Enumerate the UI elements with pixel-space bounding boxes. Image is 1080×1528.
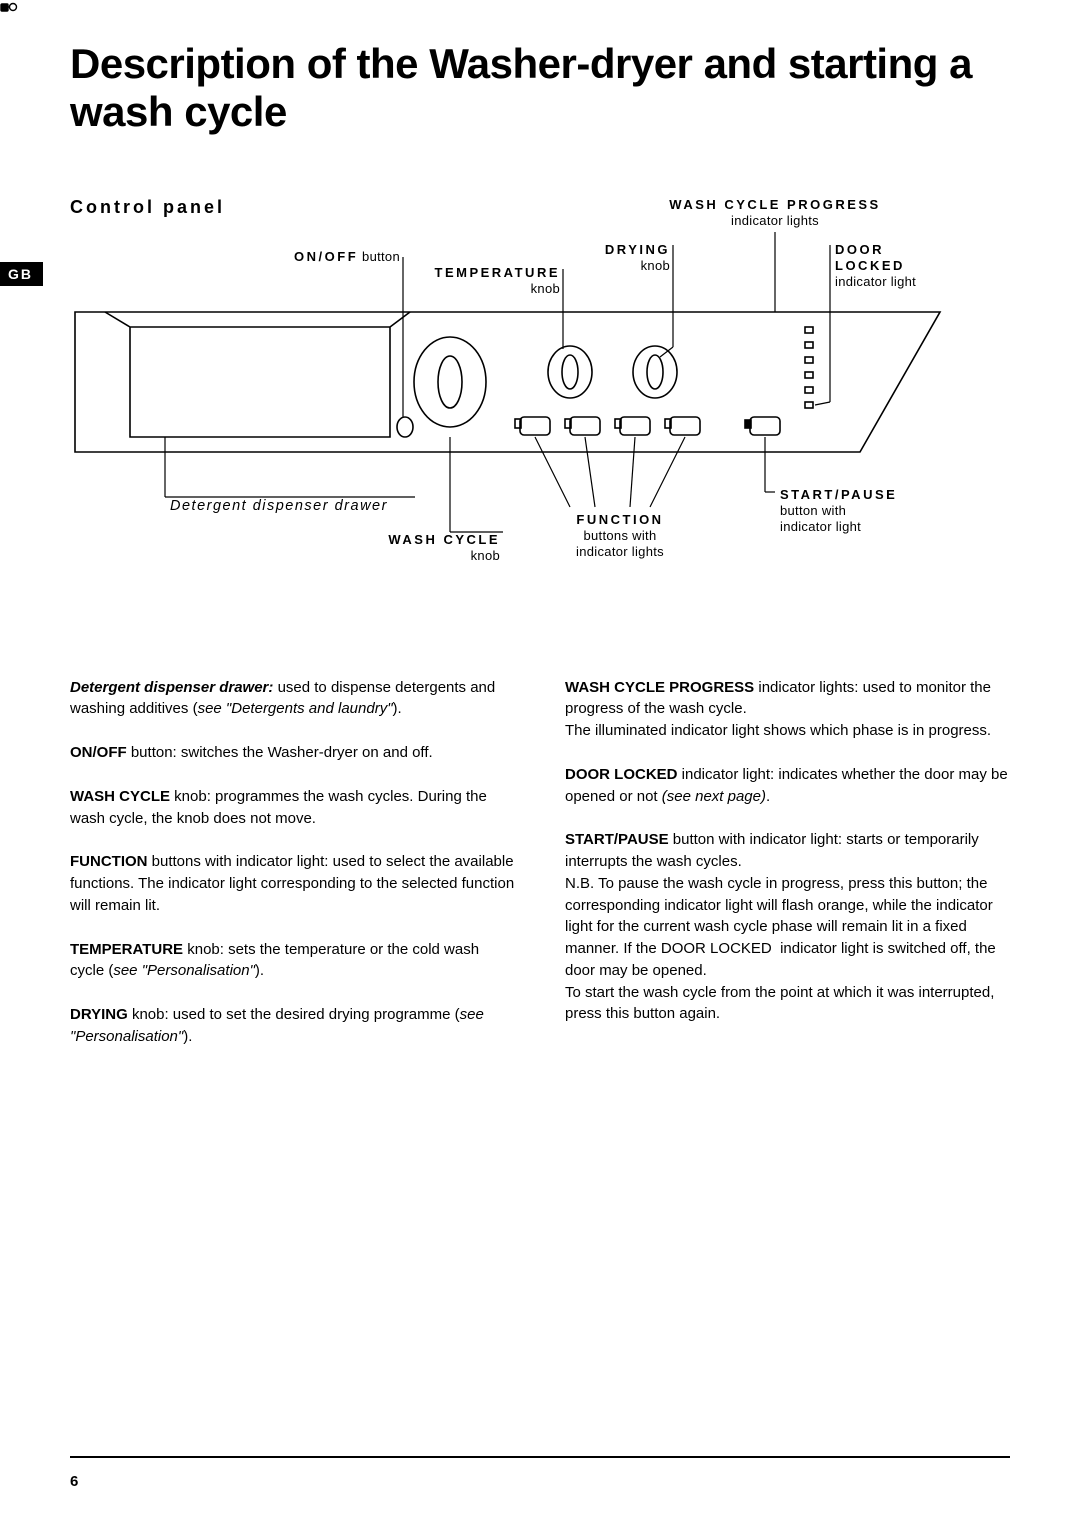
para-detergent-drawer: Detergent dispenser drawer: used to disp… [70,677,515,743]
para-wash-cycle-knob: WASH CYCLE knob: programmes the wash cyc… [70,786,515,852]
para-progress-lights: WASH CYCLE PROGRESS indicator lights: us… [565,677,1010,764]
page-title: Description of the Washer-dryer and star… [70,40,1010,137]
para-start-pause: START/PAUSE button with indicator light:… [565,829,1010,1047]
left-column: Detergent dispenser drawer: used to disp… [70,677,515,1070]
control-panel-diagram: Control panel WASH CYCLE PROGRESS indica… [70,197,1010,597]
para-temperature: TEMPERATURE knob: sets the temperature o… [70,939,515,1005]
para-door-locked: DOOR LOCKED indicator light: indicates w… [565,764,1010,830]
page-number: 6 [70,1473,78,1490]
body-columns: Detergent dispenser drawer: used to disp… [70,677,1010,1070]
locale-tag: GB [0,262,43,286]
para-drying: DRYING knob: used to set the desired dry… [70,1004,515,1070]
para-on-off: ON/OFF button: switches the Washer-dryer… [70,742,515,786]
para-function: FUNCTION buttons with indicator light: u… [70,851,515,938]
panel-svg [70,197,1010,597]
footer-rule [70,1456,1010,1458]
right-column: WASH CYCLE PROGRESS indicator lights: us… [565,677,1010,1070]
